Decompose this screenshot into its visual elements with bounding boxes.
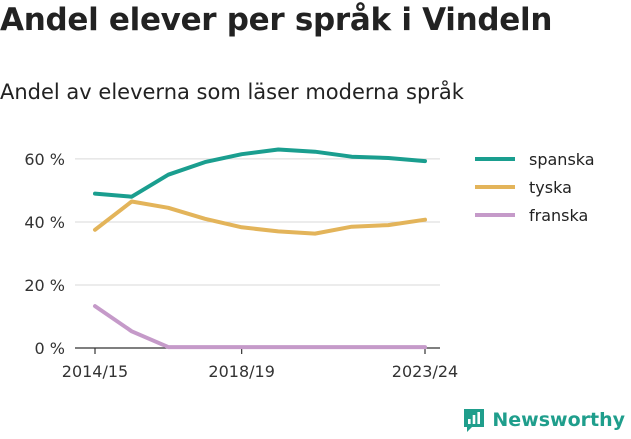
y-tick-label: 20 % [24, 276, 65, 295]
legend-label-spanska: spanska [529, 150, 595, 169]
chart-subtitle: Andel av eleverna som läser moderna språ… [0, 80, 464, 104]
axes: 0 % 20 % 40 % 60 % 2014/15 2018/19 2023/24 [24, 150, 458, 381]
series-lines [93, 147, 427, 350]
series-line-tyska [93, 199, 427, 236]
y-tick-label: 60 % [24, 150, 65, 169]
brand-logo: Newsworthy [462, 407, 625, 433]
x-tick-label: 2018/19 [208, 362, 274, 381]
brand-name: Newsworthy [492, 409, 625, 431]
series-line-franska [93, 304, 427, 350]
x-tick-label: 2023/24 [392, 362, 458, 381]
gridlines [75, 158, 440, 286]
legend-label-tyska: tyska [529, 178, 572, 197]
y-tick-label: 0 % [35, 339, 65, 358]
legend-label-franska: franska [529, 206, 588, 225]
chart-title: Andel elever per språk i Vindeln [0, 2, 553, 38]
legend: spanska tyska franska [475, 150, 595, 225]
x-tick-label: 2014/15 [62, 362, 128, 381]
newsworthy-logo-icon [464, 409, 485, 432]
y-tick-label: 40 % [24, 213, 65, 232]
series-line-spanska [93, 147, 427, 199]
